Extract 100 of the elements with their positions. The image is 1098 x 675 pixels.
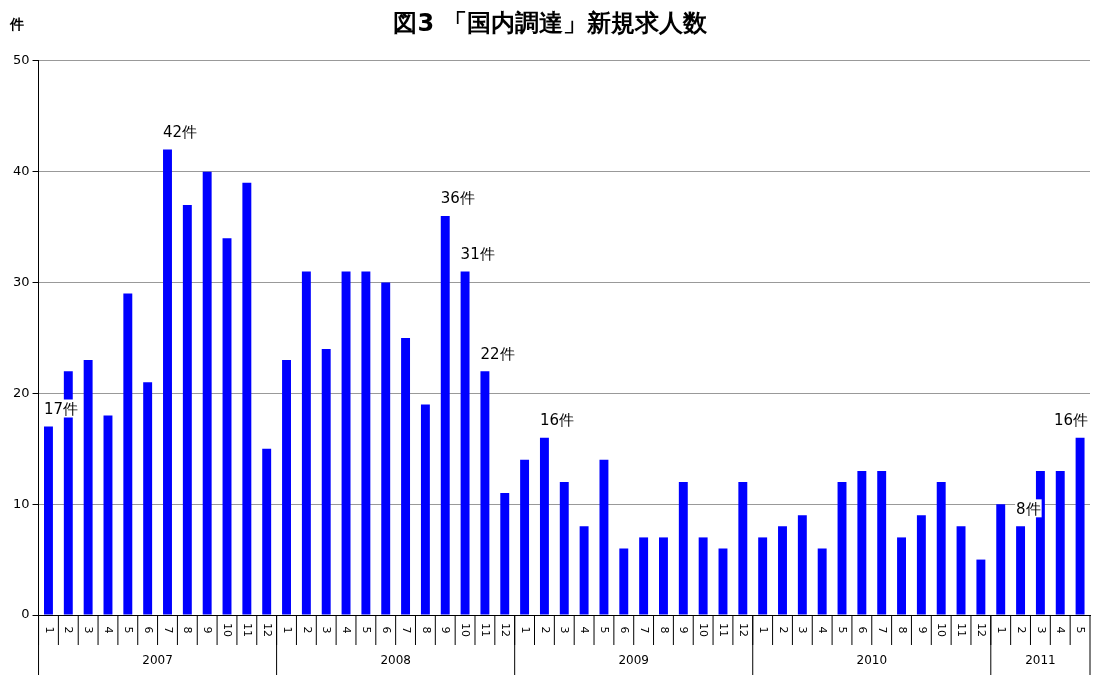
x-tick-label: 11: [479, 623, 493, 637]
x-tick-label: 2: [776, 626, 790, 634]
x-tick-label: 7: [161, 626, 175, 634]
bar: [837, 481, 847, 615]
x-tick-label: 4: [1054, 626, 1068, 634]
bar: [659, 537, 668, 615]
y-tick-label: 0: [21, 606, 30, 622]
y-tick-label: 40: [13, 163, 30, 179]
bar: [103, 415, 113, 615]
x-tick-label: 1: [42, 626, 56, 634]
text: 2007: [142, 653, 173, 668]
x-tick-label: 6: [141, 626, 155, 634]
x-tick-label: 11: [955, 623, 969, 637]
y-tick-label: 10: [13, 495, 30, 511]
bar: [1075, 437, 1085, 615]
x-tick-label: 4: [340, 626, 354, 634]
x-tick-label: 11: [240, 623, 254, 637]
data-label: 16件: [1053, 411, 1089, 430]
x-tick-label: 8: [657, 626, 671, 634]
data-label: 16件: [539, 411, 575, 430]
bar: [163, 149, 172, 615]
bar: [401, 337, 411, 615]
x-tick-label: 9: [677, 626, 691, 634]
x-tick-label: 12: [736, 623, 750, 637]
x-tick-label: 5: [836, 626, 850, 634]
x-tick-label: 2: [538, 626, 552, 634]
bar: [282, 360, 291, 615]
x-tick-label: 10: [459, 623, 473, 637]
x-tick-label: 7: [875, 626, 889, 634]
x-tick-label: 7: [399, 626, 413, 634]
bar: [877, 470, 887, 615]
bar: [242, 182, 252, 615]
bar: [420, 404, 430, 615]
x-tick-label: 4: [102, 626, 116, 634]
bar: [639, 537, 649, 615]
x-tick-label: 1: [518, 626, 532, 634]
bar: [797, 515, 807, 615]
x-tick-label: 1: [280, 626, 294, 634]
x-tick-label: 10: [697, 623, 711, 637]
text: 2011: [1025, 653, 1056, 668]
data-label: 8件: [1016, 499, 1041, 518]
bar: [83, 360, 93, 615]
bar: [778, 526, 787, 615]
x-tick-label: 12: [975, 623, 989, 637]
bar: [520, 459, 530, 615]
bar: [301, 271, 311, 615]
data-label: 42件: [163, 122, 198, 141]
x-tick-label: 6: [379, 626, 393, 634]
bar: [480, 371, 490, 615]
x-tick-label: 12: [498, 623, 512, 637]
bar: [44, 426, 53, 615]
chart-title: 図3 「国内調達」新規求人数: [393, 8, 708, 37]
x-tick-label: 3: [82, 626, 96, 634]
x-tick-label: 2: [300, 626, 314, 634]
x-tick-label: 11: [717, 623, 731, 637]
x-tick-label: 8: [419, 626, 433, 634]
x-tick-label: 3: [796, 626, 810, 634]
bar: [539, 437, 549, 615]
bar: [976, 559, 986, 615]
bar: [599, 459, 609, 615]
bar: [738, 481, 748, 615]
bar: [440, 215, 450, 615]
x-tick-label: 2: [62, 626, 76, 634]
x-tick-label: 12: [260, 623, 274, 637]
data-label: 31件: [460, 244, 495, 263]
x-tick-label: 7: [637, 626, 651, 634]
bar: [1055, 470, 1065, 615]
bar: [897, 537, 906, 615]
x-tick-label: 9: [439, 626, 453, 634]
bar: [1016, 526, 1026, 615]
data-label: 17件: [44, 399, 79, 418]
bar: [460, 271, 470, 615]
x-tick-label: 4: [816, 626, 830, 634]
bar: [202, 171, 212, 615]
x-tick-label: 3: [320, 626, 334, 634]
y-tick-label: 30: [13, 273, 30, 289]
bar: [341, 271, 351, 615]
bar: [857, 470, 867, 615]
bar: [182, 204, 192, 615]
x-tick-label: 8: [895, 626, 909, 634]
x-tick-label: 2: [1014, 626, 1028, 634]
bar: [956, 526, 966, 615]
data-label: 36件: [440, 189, 475, 208]
text: 2009: [618, 653, 649, 668]
y-tick-label: 20: [13, 384, 30, 400]
x-tick-label: 10: [221, 623, 235, 637]
x-tick-label: 1: [756, 626, 770, 634]
x-tick-label: 4: [578, 626, 592, 634]
x-tick-label: 9: [915, 626, 929, 634]
text: 2010: [856, 653, 888, 668]
bar: [698, 537, 708, 615]
x-tick-label: 5: [360, 626, 374, 634]
y-tick-label: 50: [13, 52, 30, 68]
bar: [817, 548, 827, 615]
x-tick-label: 6: [855, 626, 869, 634]
x-tick-label: 8: [181, 626, 195, 634]
bar: [381, 282, 391, 615]
bar: [262, 448, 272, 615]
bar: [678, 481, 688, 615]
y-axis-title: 件: [9, 16, 24, 33]
